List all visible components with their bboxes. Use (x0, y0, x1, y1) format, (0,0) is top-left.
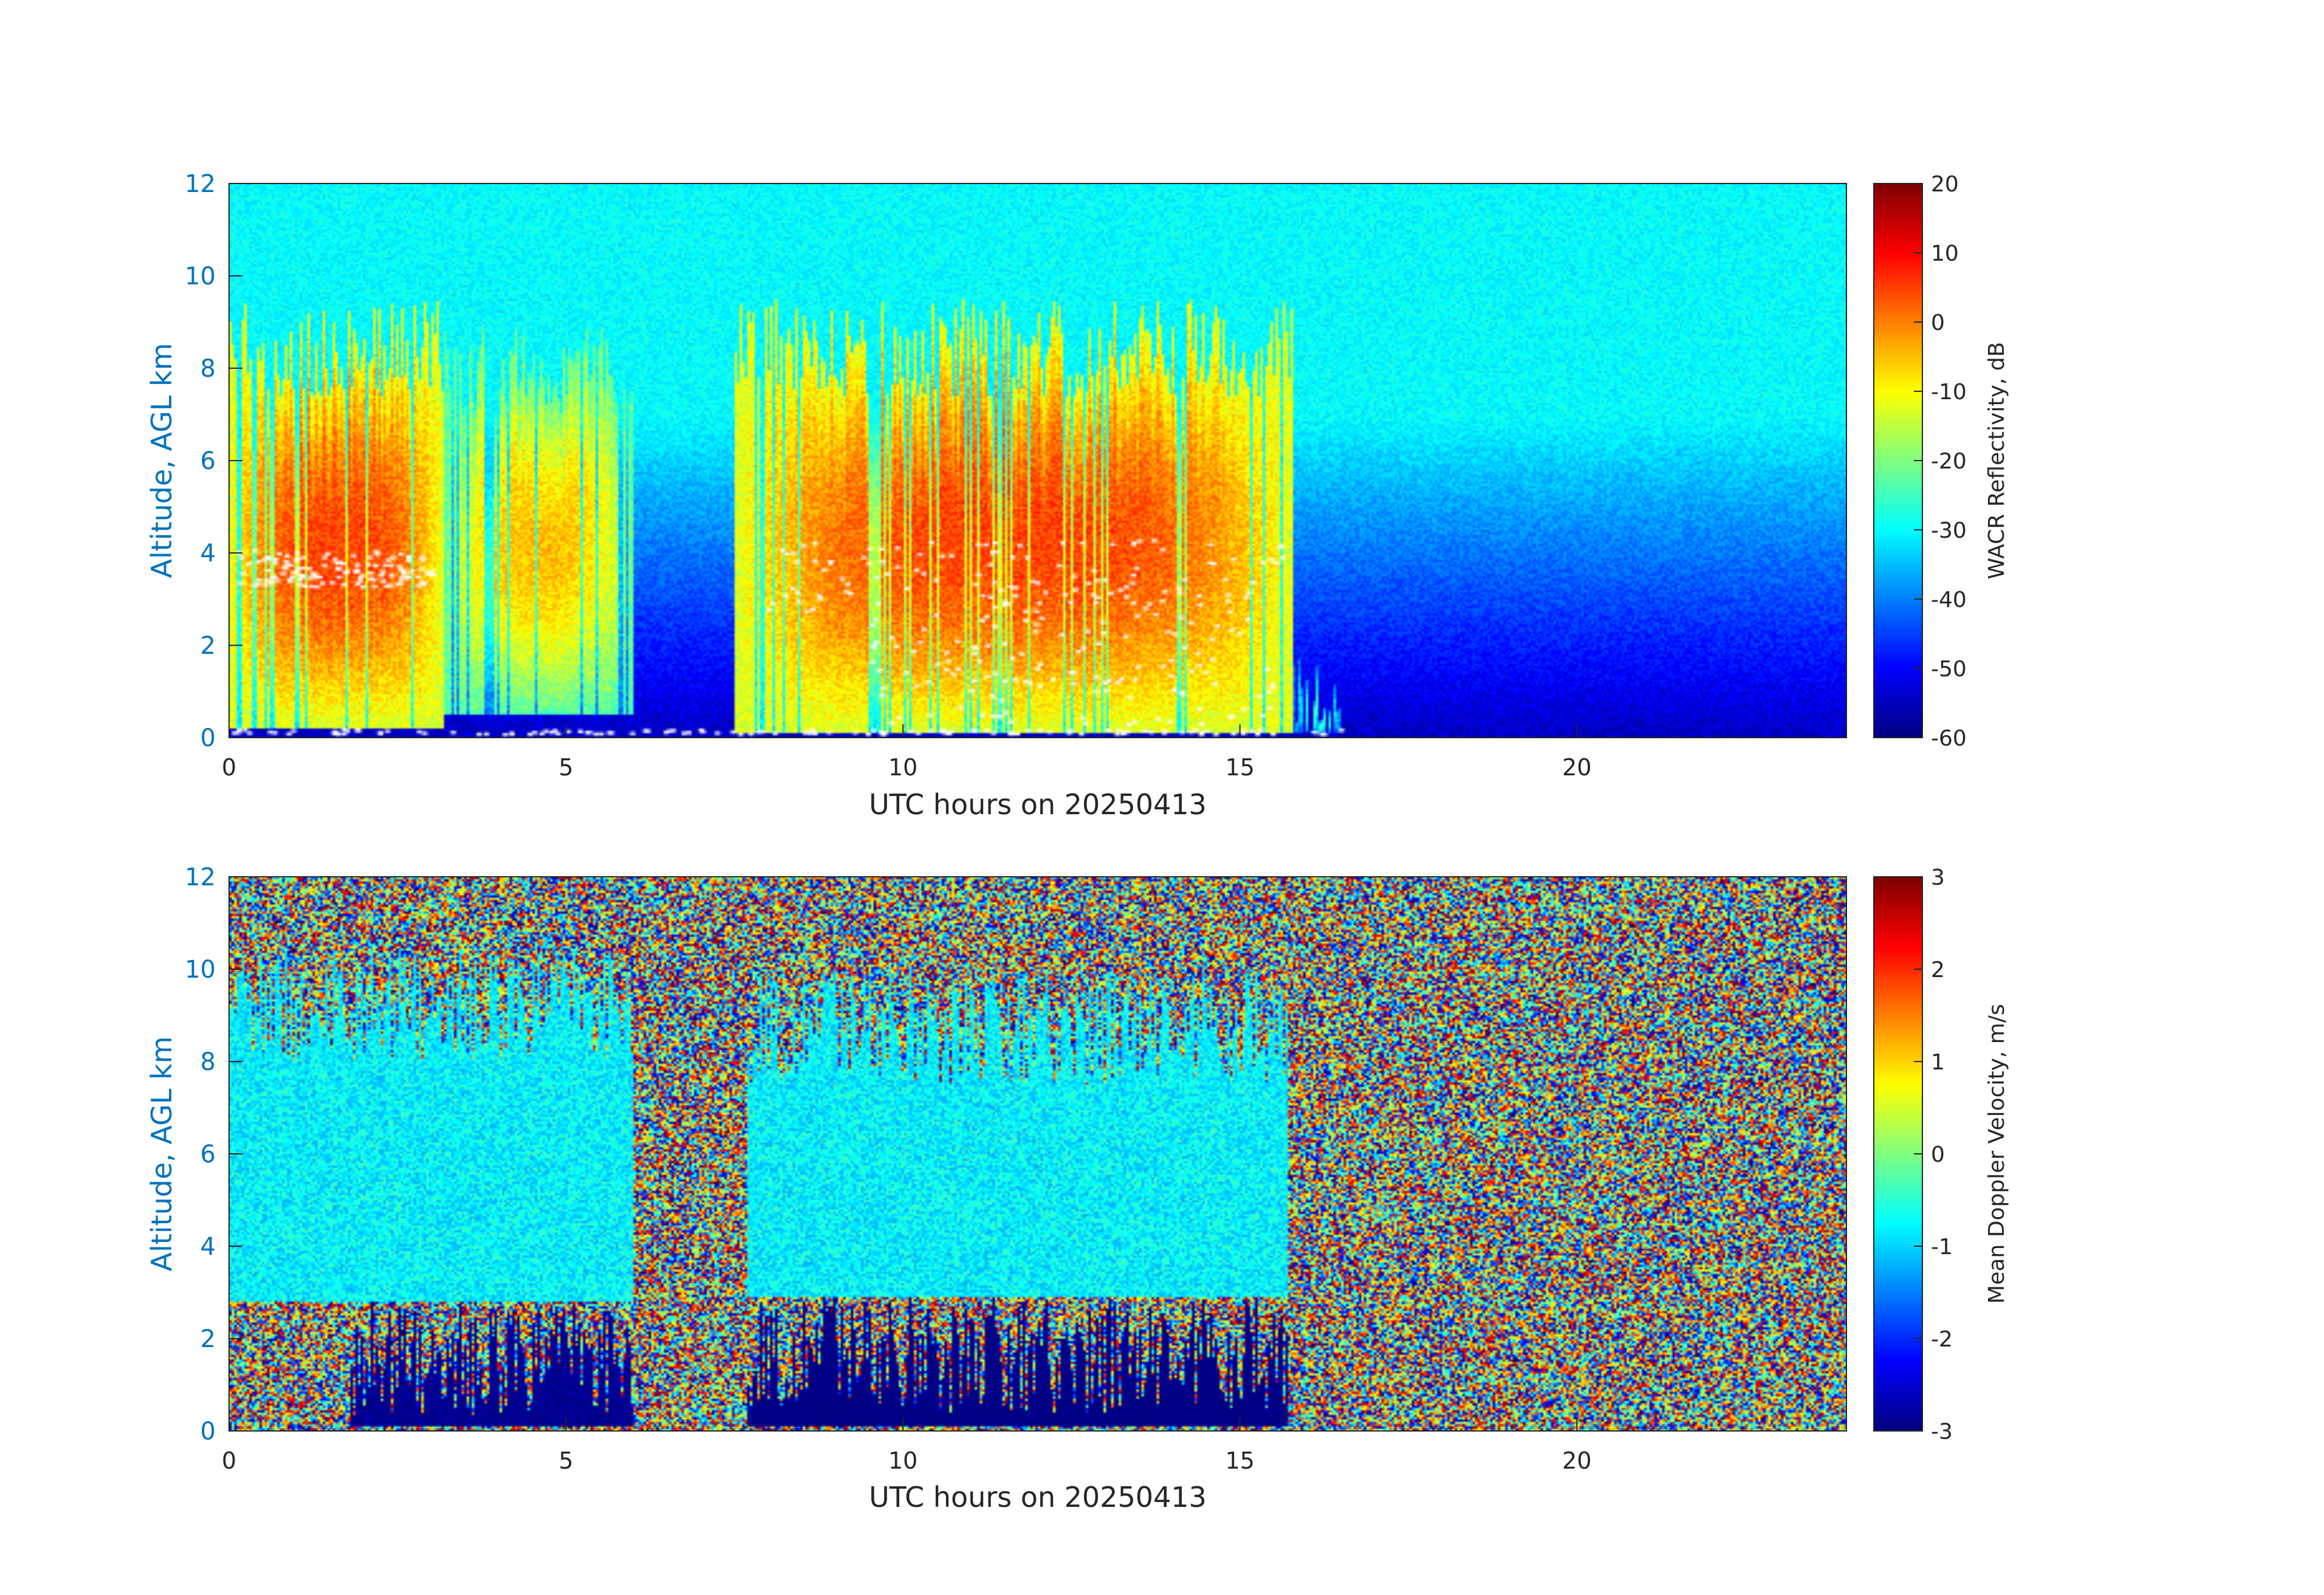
x-tick-label: 5 (558, 754, 573, 781)
colorbar-tick-label: 3 (1931, 865, 1945, 890)
x-tick-label: 15 (1225, 754, 1255, 781)
colorbar-tick-label: -50 (1931, 657, 1967, 682)
x-axis-label-top: UTC hours on 20250413 (869, 788, 1207, 821)
colorbar-tick-label: -10 (1931, 380, 1967, 405)
x-axis-label-bottom: UTC hours on 20250413 (869, 1481, 1207, 1514)
colorbar-tick-label: -2 (1931, 1327, 1953, 1352)
y-tick-label: 8 (201, 1048, 216, 1076)
y-ticks-top: 0 2 4 6 8 10 12 (185, 170, 242, 752)
y-axis-label-top: Altitude, AGL km (145, 343, 178, 578)
colorbar-label-top: WACR Reflectivity, dB (1984, 342, 2009, 580)
x-tick-label: 0 (222, 1447, 236, 1474)
x-tick-label: 10 (888, 1447, 917, 1474)
y-tick-label: 10 (185, 956, 216, 984)
colorbar-tick-label: 1 (1931, 1050, 1945, 1075)
colorbar-tick-label: 0 (1931, 1142, 1945, 1167)
y-tick-label: 10 (185, 262, 216, 290)
y-tick-label: 6 (201, 447, 216, 475)
colorbar-tick-label: 0 (1931, 310, 1945, 335)
x-tick-label: 20 (1562, 1447, 1591, 1474)
x-ticks-top: 0 5 10 15 20 (222, 724, 1592, 781)
colorbar-tick-label: -3 (1931, 1419, 1953, 1444)
x-ticks-bottom: 0 5 10 15 20 (222, 1418, 1592, 1474)
colorbar-tick-label: -1 (1931, 1235, 1953, 1260)
colorbar-tick-label: 20 (1931, 172, 1959, 197)
y-tick-label: 4 (201, 1233, 216, 1261)
x-tick-label: 10 (888, 754, 917, 781)
y-tick-label: 2 (201, 632, 216, 660)
x-tick-label: 15 (1225, 1447, 1255, 1474)
colorbar-tick-label: 2 (1931, 958, 1945, 983)
y-ticks-bottom: 0 2 4 6 8 10 12 (185, 863, 242, 1446)
colorbar-tick-label: -60 (1931, 726, 1967, 751)
colorbar-tick-label: 10 (1931, 241, 1959, 266)
y-tick-label: 2 (201, 1325, 216, 1353)
colorbar-tick-label: -20 (1931, 449, 1967, 474)
colorbar-label-bottom: Mean Doppler Velocity, m/s (1984, 1004, 2009, 1303)
y-tick-label: 0 (201, 1418, 216, 1446)
y-tick-label: 8 (201, 355, 216, 383)
velocity-heatmap (229, 877, 1846, 1431)
x-tick-label: 5 (558, 1447, 573, 1474)
y-tick-label: 4 (201, 540, 216, 568)
reflectivity-heatmap (229, 184, 1846, 738)
colorbar-tick-label: -40 (1931, 588, 1967, 612)
colorbar-ticks-top: 20 10 0 -10 -20 -30 -40 -50 -60 (1914, 172, 1967, 751)
y-tick-label: 12 (185, 863, 216, 891)
y-tick-label: 0 (201, 724, 216, 752)
y-axis-label-bottom: Altitude, AGL km (145, 1036, 178, 1271)
colorbar-tick-label: -30 (1931, 518, 1967, 543)
y-tick-label: 6 (201, 1141, 216, 1168)
colorbar-ticks-bottom: 3 2 1 0 -1 -2 -3 (1914, 865, 1953, 1444)
panel-reflectivity: 0 5 10 15 20 0 2 4 6 8 10 12 UTC hours on 20250413… (145, 170, 2009, 821)
x-tick-label: 0 (222, 754, 236, 781)
y-tick-label: 12 (185, 170, 216, 198)
x-tick-label: 20 (1562, 754, 1591, 781)
